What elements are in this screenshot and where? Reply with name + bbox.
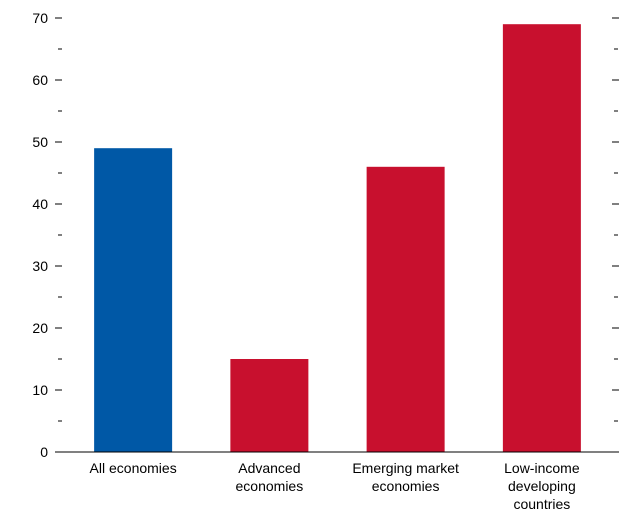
- bar: [94, 148, 173, 452]
- bars: [94, 24, 581, 453]
- right-axis-ticks: [612, 17, 619, 453]
- y-tick-label: 40: [32, 196, 48, 212]
- y-tick-label: 30: [32, 258, 48, 274]
- left-axis-ticks: 0 10 20 30 40 50 60 70: [32, 10, 62, 460]
- category-label-line: Advanced: [238, 460, 300, 476]
- category-label-line: All economies: [90, 460, 177, 476]
- category-label-line: Low-income: [504, 460, 580, 476]
- y-tick-label: 20: [32, 320, 48, 336]
- category-label-line: Emerging market: [352, 460, 459, 476]
- y-tick-label: 0: [40, 444, 48, 460]
- y-tick-label: 70: [32, 10, 48, 26]
- category-label: All economies: [90, 460, 177, 476]
- bar: [230, 359, 309, 452]
- bar: [366, 166, 445, 453]
- category-label: Advanced economies: [236, 460, 304, 494]
- bar: [502, 24, 581, 452]
- y-tick-label: 10: [32, 382, 48, 398]
- y-tick-label: 60: [32, 72, 48, 88]
- category-label-line: economies: [372, 478, 440, 494]
- category-label: Low-income developing countries: [504, 460, 580, 512]
- category-label-line: economies: [236, 478, 304, 494]
- category-label-line: countries: [513, 496, 570, 512]
- category-label: Emerging market economies: [352, 460, 459, 494]
- category-label-line: developing: [508, 478, 576, 494]
- y-tick-label: 50: [32, 134, 48, 150]
